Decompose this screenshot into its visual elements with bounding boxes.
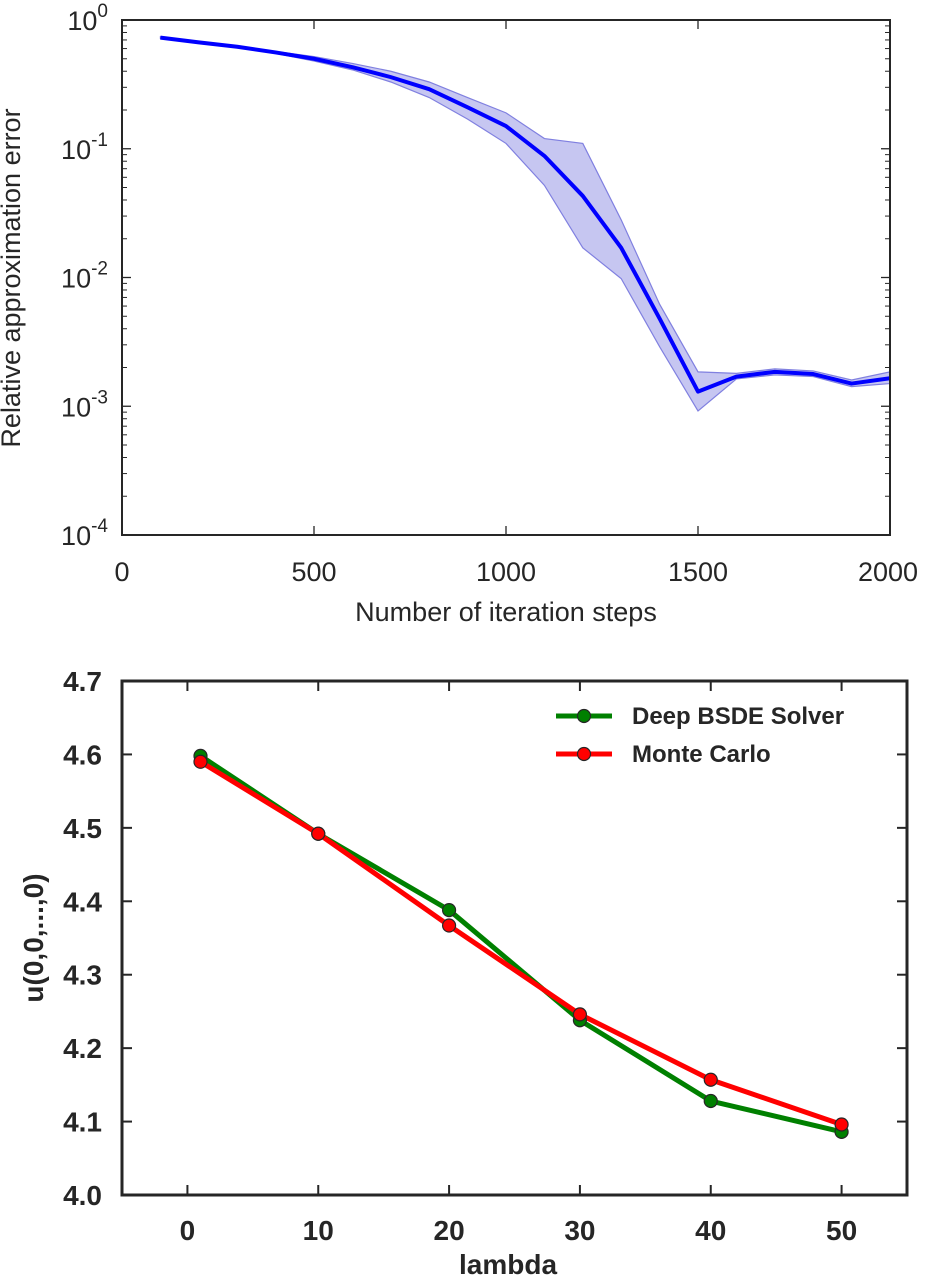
data-point-monte-carlo xyxy=(834,1117,849,1132)
data-point-deep-bsde-solver xyxy=(441,902,457,918)
y-tick-labels: 100 10-1 10-2 10-3 10-4 xyxy=(61,1,108,551)
y-tick-label: 4.6 xyxy=(63,739,102,770)
x-tick-label: 0 xyxy=(114,557,129,587)
y-tick-label: 10-1 xyxy=(61,130,108,165)
x-tick-label: 1000 xyxy=(476,557,536,587)
x-axis-title: Number of iteration steps xyxy=(355,597,657,627)
y-axis-title: u(0,0,...,0) xyxy=(18,873,49,1002)
error-confidence-band xyxy=(159,36,891,412)
error-mean-line xyxy=(160,35,891,394)
data-point-deep-bsde-solver xyxy=(703,1093,718,1109)
tick-marks xyxy=(122,680,907,1196)
chart-relative-error: 0 500 1000 1500 2000 100 10-1 10-2 10-3 10-4 Num… xyxy=(0,1,918,627)
y-tick-label: 10-2 xyxy=(61,259,108,294)
series-line-monte-carlo xyxy=(199,759,843,1127)
x-tick-labels: 0 10 20 30 40 50 xyxy=(180,1215,858,1246)
error-band-layer xyxy=(159,36,891,412)
chart-u-vs-lambda: 0 10 20 30 40 50 4.0 4.1 4.2 4.3 4.4 4.5 4.6 4.7 Dee… xyxy=(18,666,909,1280)
x-tick-labels: 0 500 1000 1500 2000 xyxy=(114,557,918,587)
y-tick-label: 4.7 xyxy=(63,666,102,697)
x-axis-title: lambda xyxy=(459,1249,557,1280)
y-tick-label: 4.3 xyxy=(63,960,102,991)
data-point-monte-carlo xyxy=(572,1007,588,1022)
y-tick-label: 100 xyxy=(67,1,108,36)
x-tick-label: 0 xyxy=(180,1215,196,1246)
series-line-layer xyxy=(193,748,849,1139)
legend-label-monte-carlo: Monte Carlo xyxy=(632,741,771,768)
plot-frame xyxy=(120,679,909,1197)
legend-marker-monte-carlo xyxy=(576,746,592,762)
tick-marks xyxy=(121,19,891,536)
y-tick-label: 10-4 xyxy=(61,516,108,551)
legend-label-deep-bsde: Deep BSDE Solver xyxy=(632,703,844,730)
x-tick-label: 1500 xyxy=(668,557,728,587)
data-point-monte-carlo xyxy=(193,754,208,769)
x-tick-label: 500 xyxy=(291,557,336,587)
x-tick-label: 40 xyxy=(695,1215,726,1246)
data-point-monte-carlo xyxy=(441,918,457,933)
x-tick-label: 2000 xyxy=(858,557,918,587)
y-axis-title: Relative approximation error xyxy=(0,108,26,447)
y-tick-label: 4.1 xyxy=(63,1107,102,1138)
y-tick-label: 4.5 xyxy=(63,813,102,844)
x-tick-label: 20 xyxy=(434,1215,465,1246)
x-tick-label: 10 xyxy=(303,1215,334,1246)
data-point-monte-carlo xyxy=(703,1072,718,1087)
x-tick-label: 50 xyxy=(826,1215,857,1246)
y-tick-label: 4.2 xyxy=(63,1033,102,1064)
legend: Deep BSDE Solver Monte Carlo xyxy=(556,703,844,768)
x-tick-label: 30 xyxy=(564,1215,595,1246)
y-tick-label: 4.4 xyxy=(63,886,102,917)
y-tick-label: 10-3 xyxy=(61,387,108,422)
series-line-deep-bsde-solver xyxy=(199,753,843,1135)
y-tick-label: 4.0 xyxy=(63,1180,102,1211)
data-point-monte-carlo xyxy=(311,826,326,841)
error-line-layer xyxy=(160,35,891,394)
legend-marker-deep-bsde xyxy=(576,708,592,724)
y-tick-labels: 4.0 4.1 4.2 4.3 4.4 4.5 4.6 4.7 xyxy=(63,666,102,1211)
plot-frame xyxy=(121,19,891,536)
